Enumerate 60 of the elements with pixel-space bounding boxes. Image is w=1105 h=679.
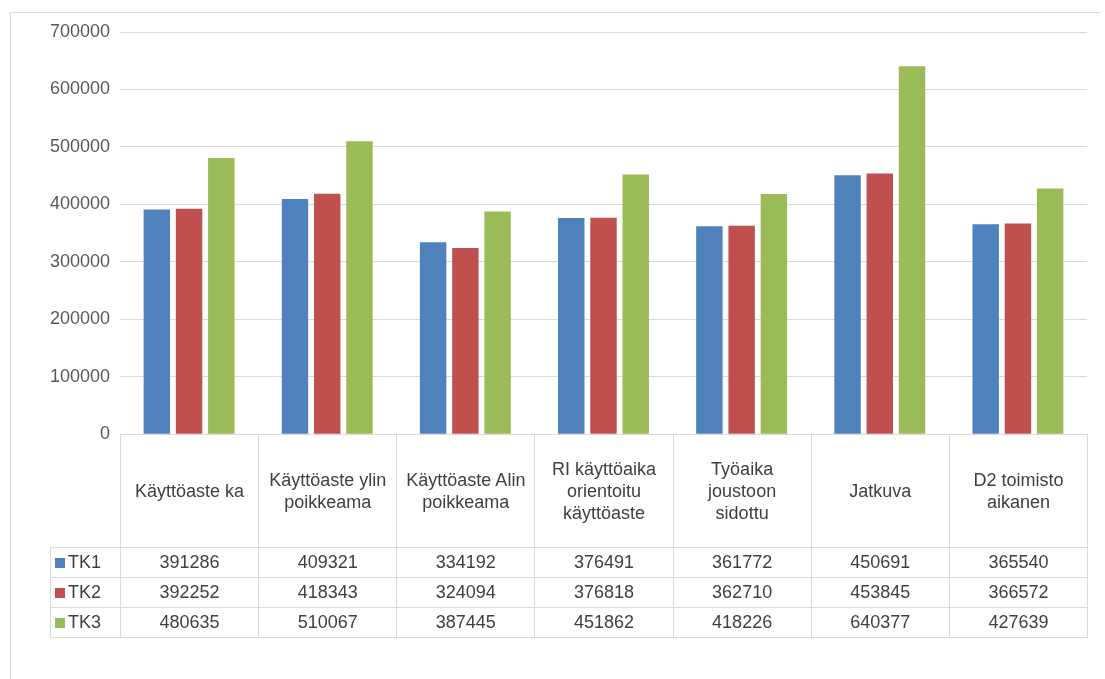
- data-label: 510067: [258, 607, 397, 638]
- bar: [1004, 223, 1032, 434]
- bar: [452, 247, 479, 434]
- legend-label: TK2: [50, 577, 121, 608]
- data-label: 453845: [811, 577, 950, 608]
- x-tick-label: RI käyttöaika orientoitu käyttöaste: [534, 434, 674, 548]
- bar: [419, 242, 447, 434]
- legend-label: TK1: [50, 547, 121, 578]
- bar: [281, 199, 309, 434]
- bar: [622, 174, 649, 434]
- y-tick-label: 100000: [49, 365, 110, 386]
- data-label: 427639: [949, 607, 1088, 638]
- data-label: 391286: [120, 547, 259, 578]
- data-label: 450691: [811, 547, 950, 578]
- bar: [143, 209, 171, 434]
- bar: [834, 175, 861, 434]
- data-label: 418343: [258, 577, 397, 608]
- data-label: 409321: [258, 547, 397, 578]
- bar: [866, 173, 893, 434]
- bar: [484, 211, 511, 434]
- data-label: 387445: [396, 607, 535, 638]
- y-tick-label: 300000: [49, 250, 110, 271]
- y-tick-label: 400000: [49, 193, 110, 214]
- bar: [208, 158, 235, 434]
- x-tick-label: Käyttöaste ka: [120, 434, 259, 548]
- x-tick-label: D2 toimisto aikanen: [949, 434, 1088, 548]
- bar: [972, 224, 999, 434]
- data-label: 365540: [949, 547, 1088, 578]
- data-label: 366572: [949, 577, 1088, 608]
- x-tick-label: Jatkuva: [811, 434, 950, 548]
- data-label: 376818: [534, 577, 674, 608]
- data-label: 392252: [120, 577, 259, 608]
- bar: [558, 217, 585, 434]
- legend-label: TK3: [50, 607, 121, 638]
- x-tick-label: Työaika joustoon sidottu: [673, 434, 812, 548]
- data-label: 418226: [673, 607, 812, 638]
- x-tick-label: Käyttöaste ylin poikkeama: [258, 434, 397, 548]
- bar: [898, 66, 926, 434]
- bar: [175, 208, 203, 434]
- y-tick-label: 600000: [49, 78, 110, 99]
- data-label: 334192: [396, 547, 535, 578]
- data-label: 324094: [396, 577, 535, 608]
- data-label: 361772: [673, 547, 812, 578]
- x-tick-label: Käyttöaste Alin poikkeama: [396, 434, 535, 548]
- data-label: 451862: [534, 607, 674, 638]
- bar: [590, 217, 617, 434]
- bar: [696, 226, 723, 434]
- bar: [760, 193, 788, 434]
- bar: [1036, 188, 1064, 434]
- bar: [314, 193, 341, 434]
- data-label: 362710: [673, 577, 812, 608]
- bar: [728, 225, 755, 434]
- y-tick-label: 200000: [49, 308, 110, 329]
- bar: [346, 141, 373, 434]
- data-label: 376491: [534, 547, 674, 578]
- y-tick-label: 700000: [49, 20, 110, 41]
- data-label: 640377: [811, 607, 950, 638]
- y-tick-label: 500000: [49, 135, 110, 156]
- y-tick-label: 0: [99, 423, 110, 444]
- data-label: 480635: [120, 607, 259, 638]
